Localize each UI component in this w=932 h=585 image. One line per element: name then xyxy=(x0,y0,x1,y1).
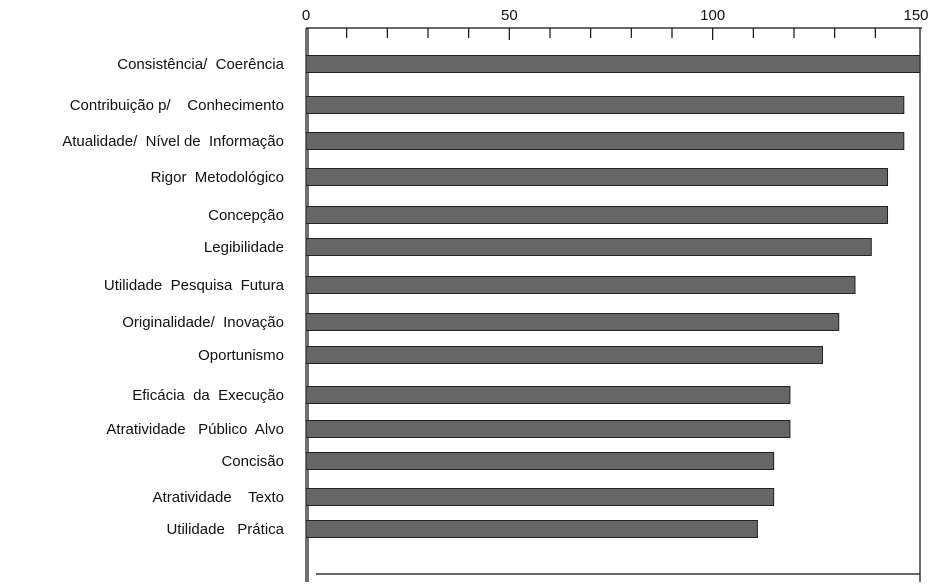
category-label: Consistência/ Coerência xyxy=(117,56,284,73)
category-label: Atratividade Texto xyxy=(153,489,284,506)
category-label: Atratividade Público Alvo xyxy=(106,421,284,438)
bar xyxy=(305,276,856,294)
category-label: Originalidade/ Inovação xyxy=(122,314,284,331)
x-tick-label: 50 xyxy=(501,7,518,24)
bar xyxy=(305,238,872,256)
bar-layer xyxy=(305,55,921,538)
category-label-layer: Consistência/ Coerência Contribuição p/ C… xyxy=(62,56,284,538)
bar xyxy=(305,420,791,438)
bar xyxy=(305,488,775,506)
category-label: Utilidade Prática xyxy=(166,521,284,538)
category-label: Utilidade Pesquisa Futura xyxy=(104,277,285,294)
bar xyxy=(305,168,889,186)
bar xyxy=(305,346,823,364)
bar xyxy=(305,96,905,114)
bar xyxy=(305,386,791,404)
category-label: Contribuição p/ Conhecimento xyxy=(70,97,284,114)
category-label: Concepção xyxy=(208,207,284,224)
bar xyxy=(305,206,889,224)
x-tick-label: 0 xyxy=(302,7,310,24)
bar xyxy=(305,132,905,150)
x-tick-label: 150 xyxy=(903,7,928,24)
category-label: Eficácia da Execução xyxy=(132,387,284,404)
bar xyxy=(305,55,921,73)
category-label: Atualidade/ Nível de Informação xyxy=(62,133,284,150)
category-label: Oportunismo xyxy=(198,347,284,364)
x-tick-label: 100 xyxy=(700,7,725,24)
x-tick-layer: 0 50 100 150 xyxy=(302,7,929,40)
category-label: Rigor Metodológico xyxy=(151,169,284,186)
bar xyxy=(305,313,840,331)
bar xyxy=(305,520,758,538)
category-label: Concisão xyxy=(221,453,284,470)
bar xyxy=(305,452,775,470)
category-label: Legibilidade xyxy=(204,239,284,256)
